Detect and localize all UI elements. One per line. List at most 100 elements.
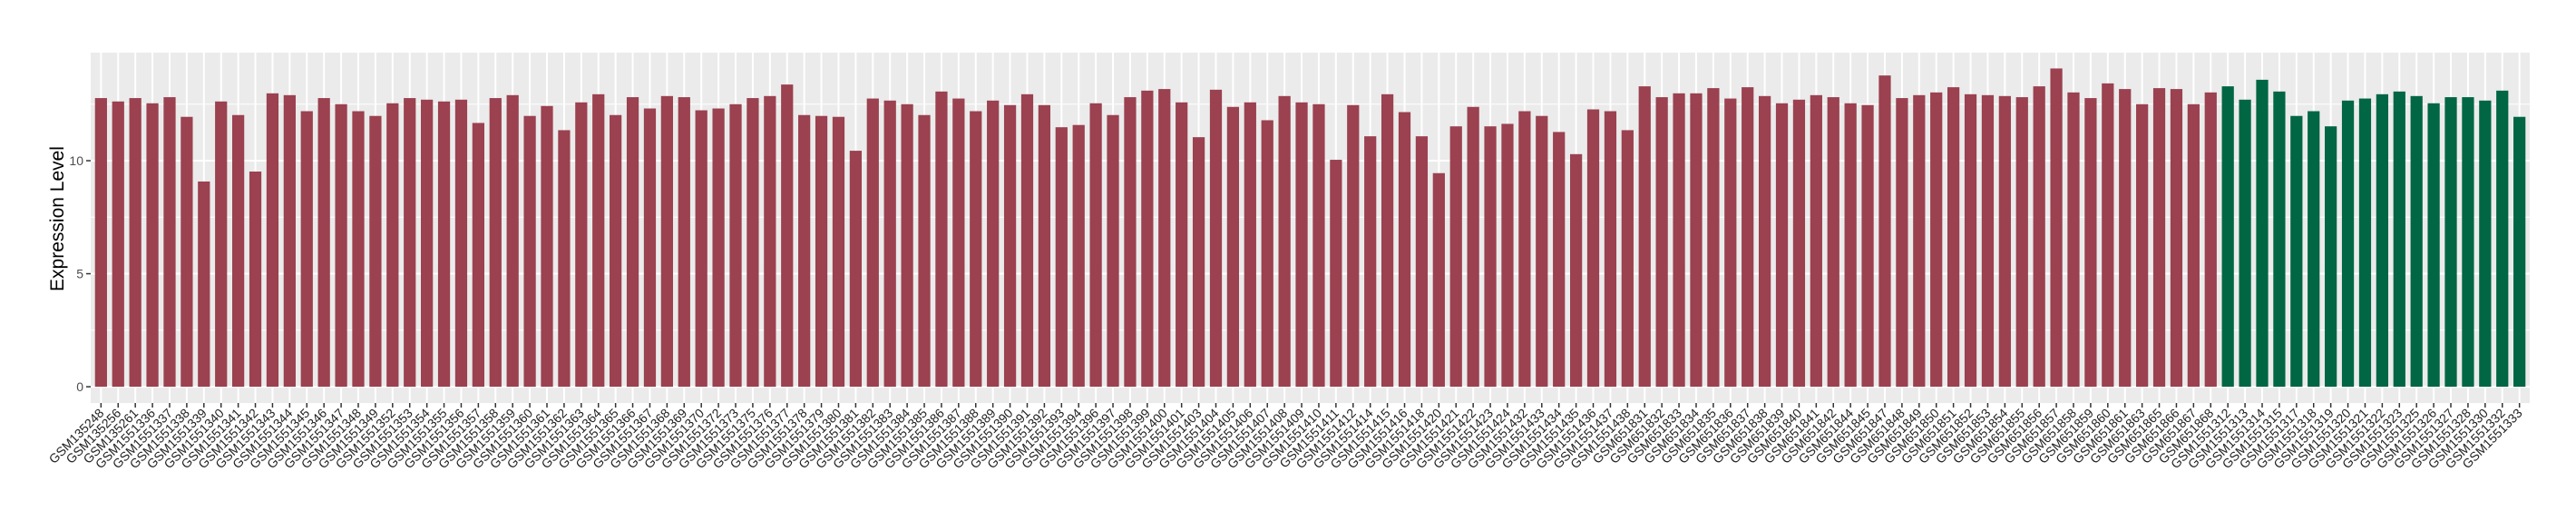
bar bbox=[1055, 127, 1068, 388]
bar bbox=[1998, 95, 2011, 388]
bar bbox=[626, 97, 639, 388]
bar bbox=[866, 98, 879, 388]
bar bbox=[1484, 126, 1497, 388]
bar bbox=[1072, 124, 1085, 388]
bar bbox=[386, 103, 399, 388]
bar bbox=[1192, 137, 1205, 388]
bar bbox=[1775, 103, 1789, 388]
bar bbox=[1124, 97, 1137, 388]
bar bbox=[1724, 98, 1737, 388]
bar bbox=[454, 99, 468, 388]
bar bbox=[1604, 111, 1617, 388]
bar bbox=[1449, 126, 1462, 388]
bar bbox=[849, 151, 863, 388]
bar bbox=[2119, 89, 2132, 388]
bar bbox=[2308, 111, 2320, 388]
bar bbox=[2479, 100, 2492, 388]
bar bbox=[2513, 116, 2526, 388]
bar bbox=[1038, 104, 1051, 388]
bar bbox=[2239, 99, 2251, 388]
bar bbox=[1226, 106, 1240, 388]
bar bbox=[1827, 97, 1839, 388]
bar bbox=[2393, 91, 2405, 388]
bar bbox=[883, 100, 896, 388]
bar bbox=[2376, 93, 2388, 388]
bar bbox=[1347, 104, 1360, 388]
bar bbox=[112, 101, 124, 388]
bar bbox=[489, 98, 502, 388]
bar bbox=[729, 103, 742, 388]
bar bbox=[1707, 88, 1720, 388]
bar bbox=[1742, 87, 1754, 388]
bar bbox=[2102, 83, 2114, 388]
bar bbox=[1673, 93, 1685, 388]
bar bbox=[232, 114, 245, 388]
bar bbox=[1278, 95, 1291, 388]
bar bbox=[712, 108, 725, 388]
bar bbox=[1569, 153, 1583, 388]
bar bbox=[1913, 94, 1926, 388]
y-tick-label: 10 bbox=[69, 153, 83, 168]
bar bbox=[575, 102, 588, 388]
bar bbox=[2410, 95, 2423, 388]
bar bbox=[129, 98, 141, 388]
bar bbox=[987, 100, 1000, 388]
bar bbox=[2187, 103, 2200, 388]
bar bbox=[2221, 86, 2234, 388]
bar bbox=[1209, 89, 1223, 388]
bar bbox=[300, 111, 313, 388]
y-tick-label: 0 bbox=[76, 379, 83, 394]
bar bbox=[2358, 98, 2372, 388]
x-axis: GSM135248GSM135256GSM135261GSM1551336GSM… bbox=[46, 403, 2525, 471]
bar bbox=[2325, 126, 2337, 388]
bar bbox=[815, 115, 828, 388]
bar bbox=[610, 114, 622, 388]
bar bbox=[317, 98, 330, 388]
bar bbox=[2170, 89, 2183, 388]
bar bbox=[1536, 115, 1548, 388]
bar bbox=[437, 101, 451, 388]
bar bbox=[1518, 111, 1531, 388]
bar bbox=[592, 93, 605, 388]
bar bbox=[764, 95, 776, 388]
bar bbox=[935, 91, 948, 388]
bar bbox=[1398, 112, 1411, 388]
bar bbox=[215, 101, 228, 388]
bar bbox=[181, 116, 193, 388]
bar bbox=[678, 97, 690, 388]
bar bbox=[1381, 93, 1394, 388]
bar bbox=[541, 105, 553, 388]
bars bbox=[94, 68, 2526, 388]
bar bbox=[2015, 97, 2028, 388]
bar bbox=[352, 111, 365, 388]
bar bbox=[2204, 92, 2217, 388]
y-axis: 0 5 10 bbox=[69, 153, 91, 394]
bar bbox=[781, 84, 794, 388]
bar bbox=[421, 99, 434, 388]
bar bbox=[1330, 160, 1342, 388]
bar bbox=[901, 103, 913, 388]
bar bbox=[283, 94, 296, 388]
bar bbox=[1003, 104, 1017, 388]
bar bbox=[798, 114, 811, 388]
bar bbox=[832, 116, 845, 388]
bar bbox=[2427, 103, 2440, 388]
bar bbox=[2273, 91, 2286, 388]
bar bbox=[94, 98, 107, 388]
bar bbox=[1415, 136, 1429, 388]
bar bbox=[952, 98, 965, 388]
bar bbox=[146, 103, 159, 388]
bar bbox=[1896, 98, 1908, 388]
bar bbox=[1878, 75, 1891, 388]
bar bbox=[198, 181, 210, 388]
bar bbox=[163, 97, 176, 388]
bar bbox=[1810, 94, 1822, 388]
bar bbox=[1553, 132, 1566, 388]
bar bbox=[1930, 92, 1943, 388]
bar bbox=[506, 94, 519, 388]
bar bbox=[1261, 120, 1273, 388]
bar bbox=[1089, 103, 1102, 388]
bar bbox=[2067, 92, 2080, 388]
bar bbox=[970, 111, 982, 388]
bar bbox=[1364, 136, 1377, 388]
